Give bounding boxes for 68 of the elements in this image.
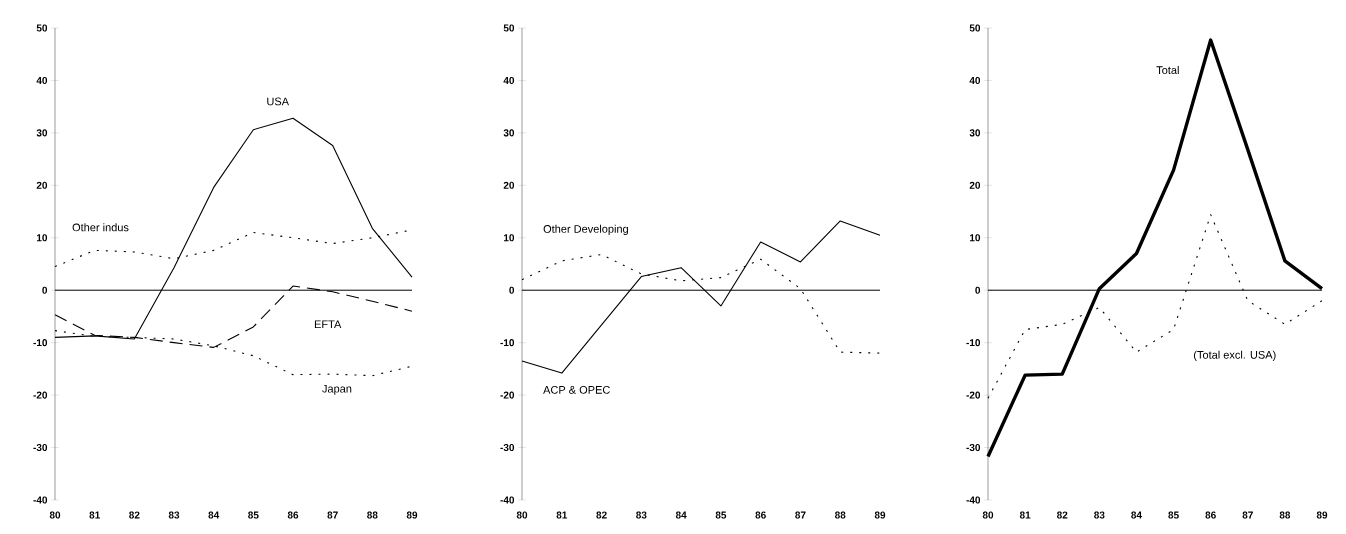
x-tick-label: 81 — [556, 511, 568, 519]
x-tick-label: 81 — [1019, 511, 1031, 519]
x-tick-label: 83 — [1094, 511, 1105, 519]
y-tick-label: 30 — [969, 129, 981, 137]
y-tick-label: 50 — [503, 24, 515, 32]
y-tick-label: -40 — [500, 496, 515, 504]
y-tick-label: 40 — [503, 76, 515, 84]
y-tick-label: 50 — [969, 24, 981, 32]
series-label: ACP & OPEC — [543, 385, 610, 394]
x-tick-label: 81 — [89, 511, 100, 519]
series-label: Total — [1156, 65, 1179, 74]
x-tick-label: 80 — [49, 511, 61, 519]
x-tick-label: 80 — [516, 511, 528, 519]
x-tick-label: 82 — [1056, 511, 1068, 519]
y-tick-label: -20 — [966, 391, 981, 399]
x-tick-label: 84 — [208, 511, 220, 519]
y-tick-label: -20 — [500, 391, 515, 399]
y-tick-label: 0 — [42, 286, 48, 294]
x-tick-label: 86 — [287, 511, 299, 519]
series-label: USA — [267, 97, 290, 106]
y-tick-label: -10 — [966, 339, 981, 347]
y-tick-label: 20 — [503, 181, 515, 189]
x-tick-label: 85 — [1168, 511, 1179, 519]
y-tick-label: 30 — [36, 129, 48, 137]
x-tick-label: 83 — [168, 511, 180, 519]
x-tick-label: 84 — [675, 511, 687, 519]
y-tick-label: 10 — [36, 234, 48, 242]
x-tick-label: 88 — [367, 511, 378, 519]
x-tick-label: 89 — [1316, 511, 1328, 519]
x-tick-label: 82 — [596, 511, 607, 519]
x-tick-label: 87 — [795, 511, 806, 519]
y-tick-label: -30 — [33, 444, 48, 452]
y-tick-label: 10 — [969, 234, 981, 242]
y-tick-label: -30 — [500, 444, 515, 452]
y-tick-label: -10 — [33, 339, 48, 347]
y-tick-label: 20 — [969, 181, 981, 189]
y-tick-label: -40 — [33, 496, 48, 504]
series-label: Other indus — [72, 223, 129, 232]
series-label: Japan — [322, 384, 352, 395]
x-tick-label: 86 — [755, 511, 766, 519]
y-tick-label: 30 — [503, 129, 515, 137]
y-tick-label: 40 — [36, 76, 48, 84]
y-tick-label: 10 — [503, 234, 515, 242]
x-tick-label: 84 — [1131, 511, 1142, 519]
y-tick-label: 0 — [975, 286, 981, 294]
y-tick-label: -10 — [500, 339, 515, 347]
x-tick-label: 85 — [248, 511, 259, 519]
x-tick-label: 89 — [406, 511, 418, 519]
x-tick-label: 87 — [1242, 511, 1253, 519]
y-tick-label: 40 — [969, 76, 981, 84]
text: EFTA — [314, 320, 342, 329]
y-tick-label: 0 — [509, 286, 515, 294]
y-tick-label: -30 — [966, 444, 981, 452]
y-tick-label: 20 — [36, 181, 48, 189]
x-tick-label: 88 — [834, 511, 846, 519]
text: Other Developing — [543, 224, 628, 236]
x-tick-label: 82 — [129, 511, 140, 519]
x-tick-label: 85 — [715, 511, 727, 519]
x-tick-label: 89 — [874, 511, 886, 519]
y-tick-label: 50 — [36, 24, 48, 32]
x-tick-label: 86 — [1205, 511, 1216, 519]
x-tick-label: 88 — [1279, 511, 1291, 519]
y-tick-label: -40 — [966, 496, 981, 504]
y-tick-label: -20 — [33, 391, 48, 399]
x-tick-label: 87 — [327, 511, 338, 519]
text: (Total excl. USA) — [1193, 350, 1276, 361]
x-tick-label: 83 — [636, 511, 647, 519]
x-tick-label: 80 — [982, 511, 994, 519]
